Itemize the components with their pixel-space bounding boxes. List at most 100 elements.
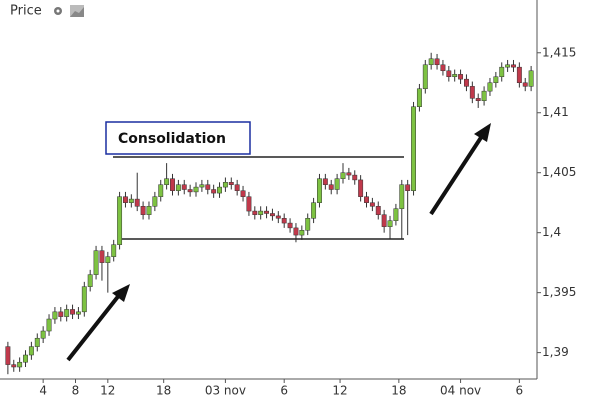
candle-body <box>252 210 258 215</box>
candle-body <box>305 218 311 231</box>
candle-body <box>211 189 217 194</box>
candle-body <box>311 202 317 219</box>
candle-body <box>5 346 11 365</box>
candle-body <box>499 66 505 78</box>
candle-body <box>70 309 75 315</box>
candle-body <box>199 184 205 188</box>
candle-body <box>446 70 452 78</box>
candle-body <box>181 184 187 190</box>
candle-body <box>264 210 270 214</box>
candle-body <box>299 230 305 236</box>
candle-body <box>81 286 87 313</box>
x-tick-label: 4 <box>39 384 47 398</box>
candle-body <box>140 206 146 215</box>
candle-body <box>52 311 58 320</box>
candle-body <box>452 74 458 78</box>
chart-title: Price <box>10 4 42 19</box>
candle-body <box>358 179 364 197</box>
candle-body <box>393 208 399 221</box>
candle-body <box>23 354 28 363</box>
candle-body <box>134 198 140 207</box>
candle-body <box>340 172 346 179</box>
candle-body <box>117 196 123 245</box>
candle-body <box>275 215 281 219</box>
candle-body <box>34 337 40 347</box>
candle-body <box>428 58 434 66</box>
candle-body <box>522 82 528 87</box>
candle-body <box>99 250 105 263</box>
candle-body <box>364 196 369 203</box>
candle-body <box>234 184 240 191</box>
candle-body <box>111 244 117 257</box>
candle-body <box>399 184 405 209</box>
candle-body <box>269 213 275 217</box>
annotation-box <box>105 121 251 155</box>
candle-body <box>46 318 52 332</box>
candle-body <box>58 311 64 317</box>
candle-body <box>387 220 393 227</box>
candle-body <box>187 189 193 193</box>
candle-body <box>281 218 287 224</box>
candle-body <box>352 174 358 181</box>
candle-body <box>381 214 387 227</box>
y-tick-label: 1,41 <box>542 105 569 119</box>
candle-body <box>105 256 111 263</box>
candle-body <box>475 98 481 101</box>
x-tick-label: 18 <box>156 384 171 398</box>
candle-body <box>17 361 23 368</box>
x-tick-label: 03 nov <box>205 384 246 398</box>
candle-body <box>375 206 381 215</box>
candle-body <box>175 184 181 191</box>
candle-body <box>240 190 246 197</box>
candle-body <box>164 178 170 185</box>
candle-body <box>293 227 299 236</box>
candle-body <box>481 90 487 101</box>
candle-body <box>464 78 469 87</box>
annotation: Consolidation <box>118 131 226 147</box>
candle-body <box>493 76 499 84</box>
candle-body <box>516 66 522 84</box>
y-tick-label: 1,4 <box>542 225 561 239</box>
x-tick-label: 18 <box>391 384 406 398</box>
candle-body <box>334 178 340 190</box>
candle-body <box>228 182 234 185</box>
candle-body <box>93 250 99 275</box>
candle-body <box>328 184 334 190</box>
candle-body <box>322 178 328 185</box>
candle-body <box>440 64 446 72</box>
candle-body <box>505 64 511 68</box>
candle-body <box>64 309 70 317</box>
candle-body <box>411 106 416 191</box>
x-tick-label: 6 <box>280 384 288 398</box>
candle-body <box>217 186 222 194</box>
candle-body <box>11 364 17 368</box>
candle-body <box>246 196 252 212</box>
candle-body <box>528 70 534 87</box>
candle-body <box>317 178 322 203</box>
candle-body <box>458 74 464 80</box>
candle-body <box>469 86 475 99</box>
x-tick-label: 12 <box>332 384 347 398</box>
candle-body <box>128 198 134 203</box>
candle-body <box>152 196 158 207</box>
y-tick-label: 1,415 <box>542 45 576 59</box>
candle-body <box>170 178 175 191</box>
candle-body <box>123 196 128 203</box>
y-tick-label: 1,39 <box>542 345 569 359</box>
x-tick-label: 12 <box>100 384 115 398</box>
candle-body <box>40 330 46 339</box>
candle-body <box>205 184 211 190</box>
candle-body <box>511 64 516 68</box>
candle-body <box>422 64 428 90</box>
x-tick-label: 04 nov <box>440 384 481 398</box>
y-tick-label: 1,405 <box>542 165 576 179</box>
candle-body <box>287 222 293 229</box>
candle-body <box>193 186 199 193</box>
candle-body <box>258 210 264 215</box>
candle-body <box>346 172 352 176</box>
y-tick-label: 1,395 <box>542 285 576 299</box>
candle-body <box>369 202 375 207</box>
candle-body <box>434 58 440 66</box>
title-icons <box>54 5 84 17</box>
